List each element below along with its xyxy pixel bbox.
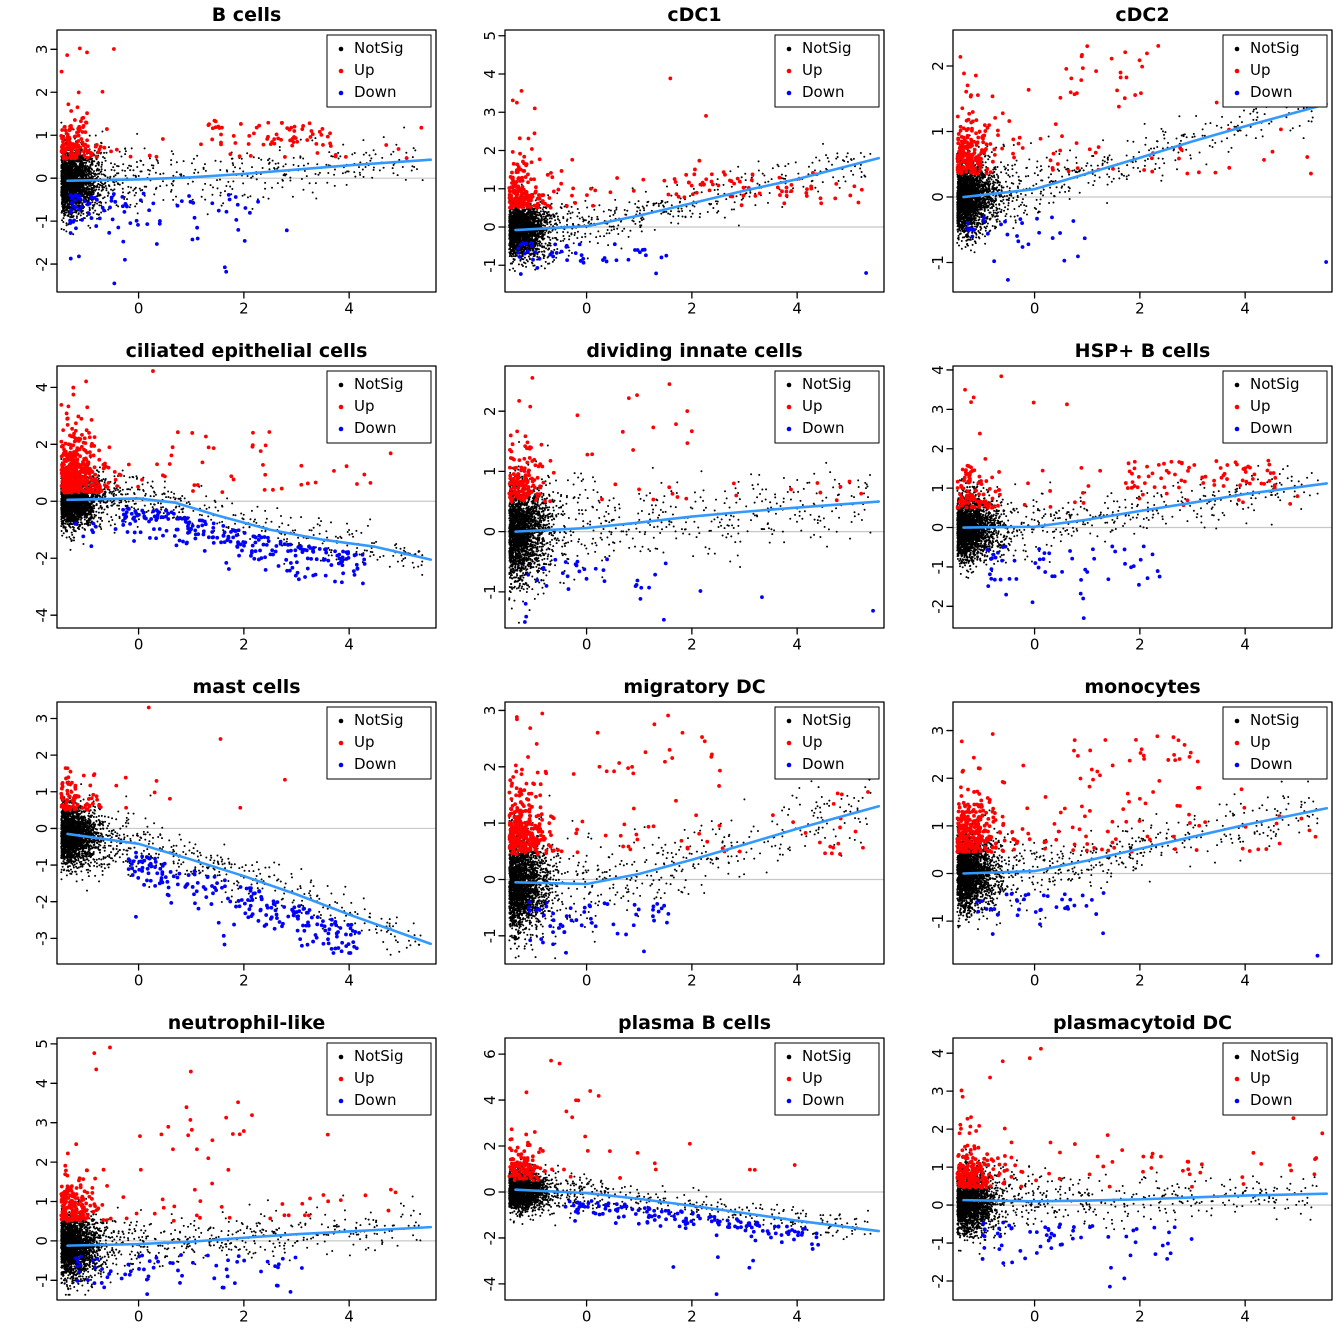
- panel-migratory-dc: [448, 672, 896, 1008]
- panel-monocytes: [896, 672, 1344, 1008]
- panel-ciliated-epithelial-cells: [0, 336, 448, 672]
- panel-mast-cells: [0, 672, 448, 1008]
- panel-cdc2: [896, 0, 1344, 336]
- panel-hsp-b-cells: [896, 336, 1344, 672]
- panel-dividing-innate-cells: [448, 336, 896, 672]
- panel-plasma-b-cells: [448, 1008, 896, 1344]
- panel-neutrophil-like: [0, 1008, 448, 1344]
- panel-b-cells: [0, 0, 448, 336]
- panel-cdc1: [448, 0, 896, 336]
- panel-plasmacytoid-dc: [896, 1008, 1344, 1344]
